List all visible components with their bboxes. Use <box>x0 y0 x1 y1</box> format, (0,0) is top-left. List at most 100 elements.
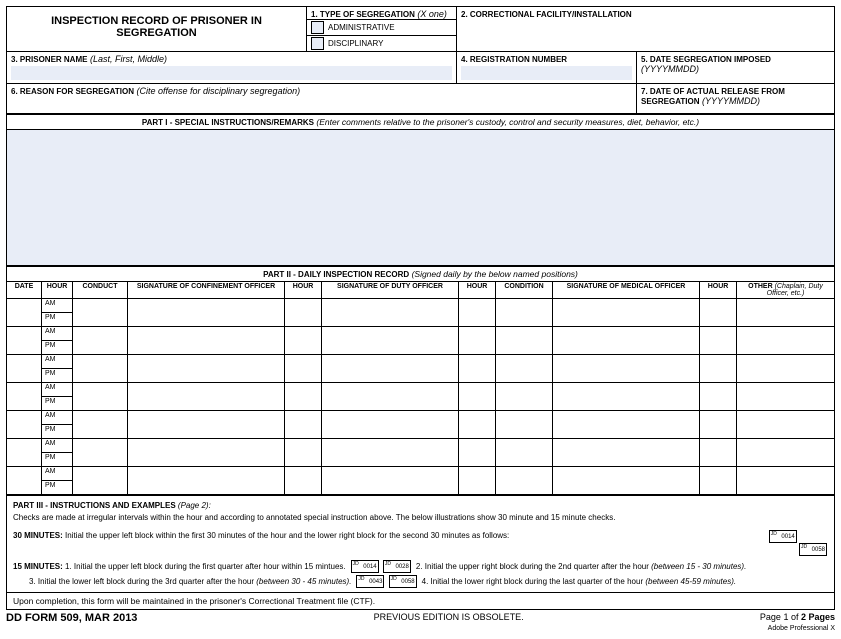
cell[interactable] <box>496 327 553 355</box>
cell[interactable] <box>285 355 322 383</box>
f6-label: 6. REASON FOR SEGREGATION <box>11 87 134 96</box>
cell[interactable] <box>285 299 322 327</box>
cell[interactable] <box>128 299 285 327</box>
cell[interactable] <box>737 383 835 411</box>
cell[interactable] <box>285 411 322 439</box>
checkbox-administrative[interactable] <box>311 21 324 34</box>
part2-hint: (Signed daily by the below named positio… <box>412 269 578 279</box>
cell[interactable] <box>73 439 128 467</box>
input-registration[interactable] <box>461 66 632 80</box>
header-row-2: 3. PRISONER NAME (Last, First, Middle) 4… <box>7 52 834 84</box>
cell-date[interactable] <box>7 383 42 411</box>
cell[interactable] <box>553 439 700 467</box>
cell[interactable] <box>700 355 737 383</box>
l15-2: 2. Initial the upper right block during … <box>416 561 649 573</box>
cell[interactable] <box>285 467 322 495</box>
part1-textarea[interactable] <box>7 130 834 266</box>
table-row: AM <box>7 411 834 425</box>
cell[interactable] <box>128 467 285 495</box>
cell[interactable] <box>459 383 496 411</box>
cell[interactable] <box>737 327 835 355</box>
cell[interactable] <box>496 467 553 495</box>
table-row: AM <box>7 383 834 397</box>
cell-hour-am: AM <box>42 411 73 425</box>
cell[interactable] <box>737 439 835 467</box>
cell[interactable] <box>553 411 700 439</box>
cell[interactable] <box>285 383 322 411</box>
cell[interactable] <box>73 327 128 355</box>
f5-hint: (YYYYMMDD) <box>641 64 699 74</box>
col-sig-med: SIGNATURE OF MEDICAL OFFICER <box>553 282 700 299</box>
cell[interactable] <box>128 327 285 355</box>
cell-date[interactable] <box>7 467 42 495</box>
cell[interactable] <box>700 383 737 411</box>
cell[interactable] <box>700 467 737 495</box>
part3-title-hint: (Page 2): <box>178 501 211 510</box>
cell[interactable] <box>553 299 700 327</box>
cell[interactable] <box>700 299 737 327</box>
table-header-row: DATE HOUR CONDUCT SIGNATURE OF CONFINEME… <box>7 282 834 299</box>
cell[interactable] <box>459 355 496 383</box>
cell-hour-am: AM <box>42 383 73 397</box>
cell[interactable] <box>285 327 322 355</box>
l15-3: 3. Initial the lower left block during t… <box>29 576 254 588</box>
cell[interactable] <box>73 355 128 383</box>
cell[interactable] <box>553 327 700 355</box>
cell[interactable] <box>496 383 553 411</box>
part3-section: PART III - INSTRUCTIONS AND EXAMPLES (Pa… <box>7 495 834 592</box>
cell[interactable] <box>322 383 459 411</box>
cell[interactable] <box>285 439 322 467</box>
part3-title: PART III - INSTRUCTIONS AND EXAMPLES <box>13 501 176 510</box>
cell-hour-pm: PM <box>42 369 73 383</box>
cell[interactable] <box>128 411 285 439</box>
cell[interactable] <box>496 299 553 327</box>
checkbox-disciplinary[interactable] <box>311 37 324 50</box>
cell[interactable] <box>700 411 737 439</box>
cell[interactable] <box>322 327 459 355</box>
cell[interactable] <box>553 383 700 411</box>
cell[interactable] <box>128 383 285 411</box>
cell[interactable] <box>700 439 737 467</box>
cell[interactable] <box>459 467 496 495</box>
cell[interactable] <box>553 467 700 495</box>
cell[interactable] <box>459 411 496 439</box>
cell[interactable] <box>553 355 700 383</box>
cell[interactable] <box>128 355 285 383</box>
cell[interactable] <box>73 467 128 495</box>
cell[interactable] <box>322 299 459 327</box>
cell-date[interactable] <box>7 411 42 439</box>
field-reason: 6. REASON FOR SEGREGATION (Cite offense … <box>7 84 637 114</box>
l15-4: 4. Initial the lower right block during … <box>422 576 643 588</box>
cell[interactable] <box>73 411 128 439</box>
f3-label: 3. PRISONER NAME <box>11 55 87 64</box>
cell[interactable] <box>496 411 553 439</box>
col-other-hint: (Chaplain, Duty Officer, etc.) <box>767 283 823 297</box>
cell[interactable] <box>322 355 459 383</box>
cell[interactable] <box>322 467 459 495</box>
table-row: AM <box>7 439 834 453</box>
cell[interactable] <box>322 439 459 467</box>
cell[interactable] <box>128 439 285 467</box>
cell[interactable] <box>737 467 835 495</box>
cell[interactable] <box>459 439 496 467</box>
cell-date[interactable] <box>7 439 42 467</box>
cell[interactable] <box>737 299 835 327</box>
cell-date[interactable] <box>7 327 42 355</box>
cell[interactable] <box>496 355 553 383</box>
cell[interactable] <box>459 299 496 327</box>
inspection-table: DATE HOUR CONDUCT SIGNATURE OF CONFINEME… <box>7 282 834 495</box>
cell[interactable] <box>700 327 737 355</box>
cell[interactable] <box>459 327 496 355</box>
cell[interactable] <box>737 411 835 439</box>
cell[interactable] <box>73 299 128 327</box>
cell[interactable] <box>737 355 835 383</box>
cell-date[interactable] <box>7 299 42 327</box>
footer-center: PREVIOUS EDITION IS OBSOLETE. <box>374 612 524 632</box>
input-prisoner-name[interactable] <box>11 66 452 80</box>
l15-1: 1. Initial the upper left block during t… <box>65 561 346 573</box>
cell[interactable] <box>496 439 553 467</box>
cell-date[interactable] <box>7 355 42 383</box>
cell-hour-am: AM <box>42 355 73 369</box>
cell[interactable] <box>73 383 128 411</box>
cell[interactable] <box>322 411 459 439</box>
